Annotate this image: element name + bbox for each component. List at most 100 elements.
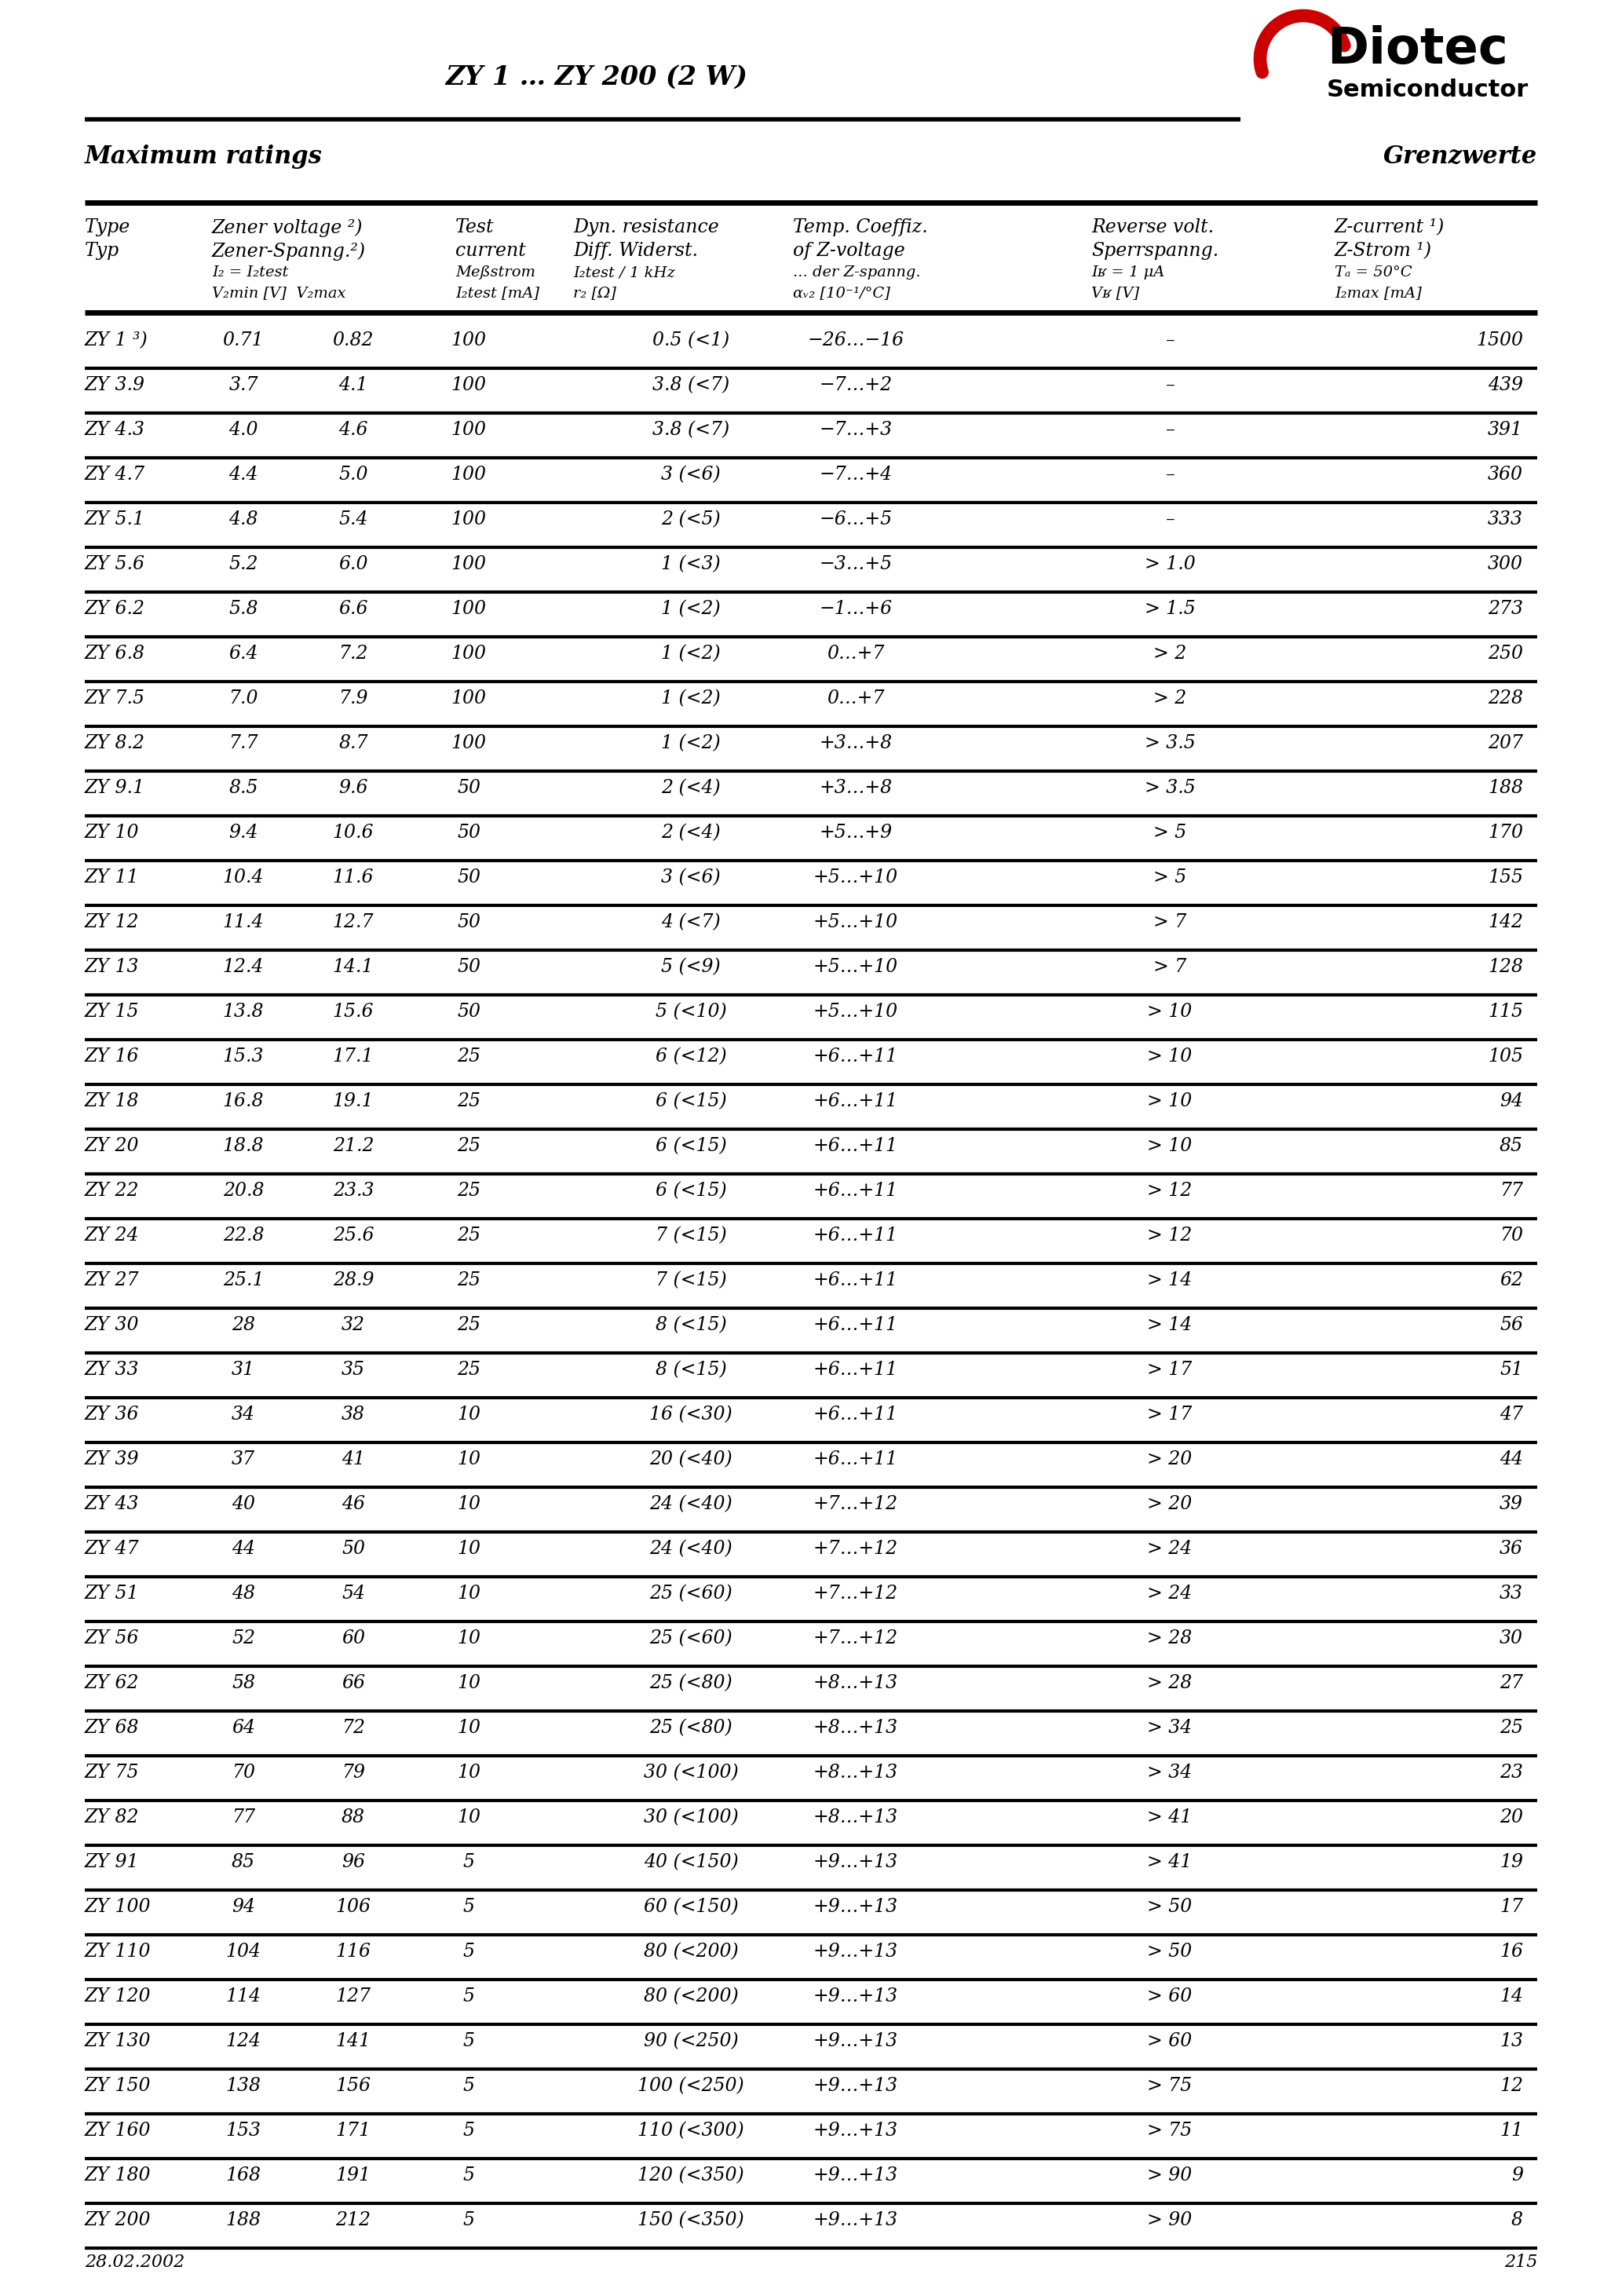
Text: ZY 30: ZY 30: [84, 1316, 139, 1334]
Text: +9…+13: +9…+13: [813, 1853, 899, 1871]
Text: > 20: > 20: [1147, 1451, 1192, 1469]
Text: +6…+11: +6…+11: [813, 1093, 899, 1111]
Text: 5.8: 5.8: [229, 599, 258, 618]
Text: +7…+12: +7…+12: [813, 1541, 899, 1559]
Text: +7…+12: +7…+12: [813, 1630, 899, 1649]
Text: +9…+13: +9…+13: [813, 1988, 899, 2004]
Text: 28.9: 28.9: [333, 1272, 375, 1290]
Text: 25: 25: [457, 1182, 480, 1201]
Text: −3…+5: −3…+5: [819, 556, 892, 574]
Text: −7…+4: −7…+4: [819, 466, 892, 484]
Text: 8.7: 8.7: [339, 735, 368, 753]
Text: 10: 10: [457, 1809, 480, 1825]
Text: 5: 5: [462, 1899, 475, 1915]
Text: −7…+3: −7…+3: [819, 420, 892, 439]
Text: ZY 75: ZY 75: [84, 1763, 139, 1782]
Text: Diotec: Diotec: [1327, 25, 1508, 73]
Text: ZY 68: ZY 68: [84, 1720, 139, 1736]
Text: 0…+7: 0…+7: [827, 689, 884, 707]
Text: 4.1: 4.1: [339, 377, 368, 395]
Text: r₂ [Ω]: r₂ [Ω]: [573, 285, 616, 301]
Text: 228: 228: [1487, 689, 1523, 707]
Text: 90 (<250): 90 (<250): [644, 2032, 738, 2050]
Text: 100: 100: [451, 331, 487, 349]
Text: 62: 62: [1499, 1272, 1523, 1290]
Text: 14.1: 14.1: [333, 957, 375, 976]
Text: 100: 100: [451, 510, 487, 528]
Text: 12.4: 12.4: [222, 957, 264, 976]
Text: 25: 25: [457, 1362, 480, 1380]
Text: 171: 171: [336, 2122, 371, 2140]
Text: ... der Z-spanng.: ... der Z-spanng.: [793, 266, 921, 280]
Text: +6…+11: +6…+11: [813, 1182, 899, 1201]
Text: 3.8 (<7): 3.8 (<7): [652, 420, 730, 439]
Text: 25: 25: [457, 1226, 480, 1244]
Text: 100: 100: [451, 599, 487, 618]
Text: ZY 33: ZY 33: [84, 1362, 139, 1380]
Text: 105: 105: [1487, 1047, 1523, 1065]
Text: > 50: > 50: [1147, 1899, 1192, 1915]
Text: > 14: > 14: [1147, 1272, 1192, 1290]
Text: > 10: > 10: [1147, 1137, 1192, 1155]
Text: 25: 25: [1499, 1720, 1523, 1736]
Text: 5.2: 5.2: [229, 556, 258, 574]
Text: 4 (<7): 4 (<7): [662, 914, 720, 932]
Text: 25: 25: [457, 1316, 480, 1334]
Text: 168: 168: [225, 2167, 261, 2183]
Text: 12: 12: [1499, 2078, 1523, 2094]
Text: ZY 16: ZY 16: [84, 1047, 139, 1065]
Text: 50: 50: [457, 824, 480, 843]
Text: +6…+11: +6…+11: [813, 1451, 899, 1469]
Text: ZY 130: ZY 130: [84, 2032, 151, 2050]
Text: 273: 273: [1487, 599, 1523, 618]
Text: 48: 48: [232, 1584, 255, 1603]
Text: 10: 10: [457, 1720, 480, 1736]
Text: > 75: > 75: [1147, 2078, 1192, 2094]
Text: 8 (<15): 8 (<15): [655, 1316, 727, 1334]
Text: +5…+9: +5…+9: [819, 824, 892, 843]
Text: 20: 20: [1499, 1809, 1523, 1825]
Text: 20 (<40): 20 (<40): [649, 1451, 733, 1469]
Text: 20.8: 20.8: [222, 1182, 264, 1201]
Text: 44: 44: [232, 1541, 255, 1559]
Text: 4.8: 4.8: [229, 510, 258, 528]
Text: 23: 23: [1499, 1763, 1523, 1782]
Text: 66: 66: [342, 1674, 365, 1692]
Text: –: –: [1165, 331, 1174, 349]
Text: > 5: > 5: [1153, 824, 1186, 843]
Text: ZY 6.8: ZY 6.8: [84, 645, 146, 664]
Text: > 5: > 5: [1153, 868, 1186, 886]
Text: +9…+13: +9…+13: [813, 2167, 899, 2183]
Text: V₂min [V]  V₂max: V₂min [V] V₂max: [212, 285, 345, 301]
Text: 156: 156: [336, 2078, 371, 2094]
Text: αᵥ₂ [10⁻¹/°C]: αᵥ₂ [10⁻¹/°C]: [793, 285, 890, 301]
Text: 72: 72: [342, 1720, 365, 1736]
Text: +6…+11: +6…+11: [813, 1405, 899, 1424]
Text: Type: Type: [84, 218, 130, 236]
Text: ZY 1 … ZY 200 (2 W): ZY 1 … ZY 200 (2 W): [446, 64, 748, 90]
Text: 22.8: 22.8: [222, 1226, 264, 1244]
Text: ZY 160: ZY 160: [84, 2122, 151, 2140]
Text: ZY 51: ZY 51: [84, 1584, 139, 1603]
Text: > 20: > 20: [1147, 1495, 1192, 1513]
Text: 70: 70: [232, 1763, 255, 1782]
Text: 80 (<200): 80 (<200): [644, 1942, 738, 1961]
Text: +3…+8: +3…+8: [819, 778, 892, 797]
Text: 16: 16: [1499, 1942, 1523, 1961]
Text: 106: 106: [336, 1899, 371, 1915]
Text: 100: 100: [451, 556, 487, 574]
Text: ZY 8.2: ZY 8.2: [84, 735, 146, 753]
Text: ZY 100: ZY 100: [84, 1899, 151, 1915]
Text: ZY 62: ZY 62: [84, 1674, 139, 1692]
Text: 127: 127: [336, 1988, 371, 2004]
Text: 138: 138: [225, 2078, 261, 2094]
Text: −7…+2: −7…+2: [819, 377, 892, 395]
Text: Vʁ [V]: Vʁ [V]: [1092, 285, 1139, 301]
Text: ZY 7.5: ZY 7.5: [84, 689, 146, 707]
Text: Maximum ratings: Maximum ratings: [84, 145, 323, 170]
Text: ZY 4.3: ZY 4.3: [84, 420, 146, 439]
Text: 32: 32: [342, 1316, 365, 1334]
Text: 25 (<60): 25 (<60): [649, 1584, 733, 1603]
Text: 23.3: 23.3: [333, 1182, 375, 1201]
Text: 17: 17: [1499, 1899, 1523, 1915]
